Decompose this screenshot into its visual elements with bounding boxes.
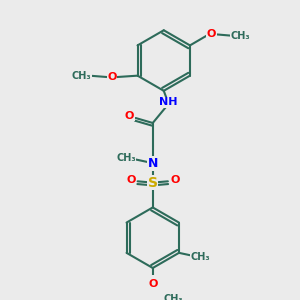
Text: CH₃: CH₃ — [72, 71, 92, 81]
Text: CH₃: CH₃ — [190, 252, 210, 262]
Text: O: O — [207, 29, 216, 39]
Text: N: N — [148, 157, 158, 170]
Text: O: O — [107, 72, 117, 82]
Text: CH₃: CH₃ — [164, 294, 183, 300]
Text: NH: NH — [159, 97, 177, 107]
Text: S: S — [148, 176, 158, 190]
Text: O: O — [126, 175, 135, 185]
Text: CH₃: CH₃ — [116, 153, 136, 163]
Text: O: O — [125, 111, 134, 121]
Text: O: O — [148, 280, 158, 290]
Text: O: O — [170, 175, 179, 185]
Text: CH₃: CH₃ — [230, 31, 250, 41]
